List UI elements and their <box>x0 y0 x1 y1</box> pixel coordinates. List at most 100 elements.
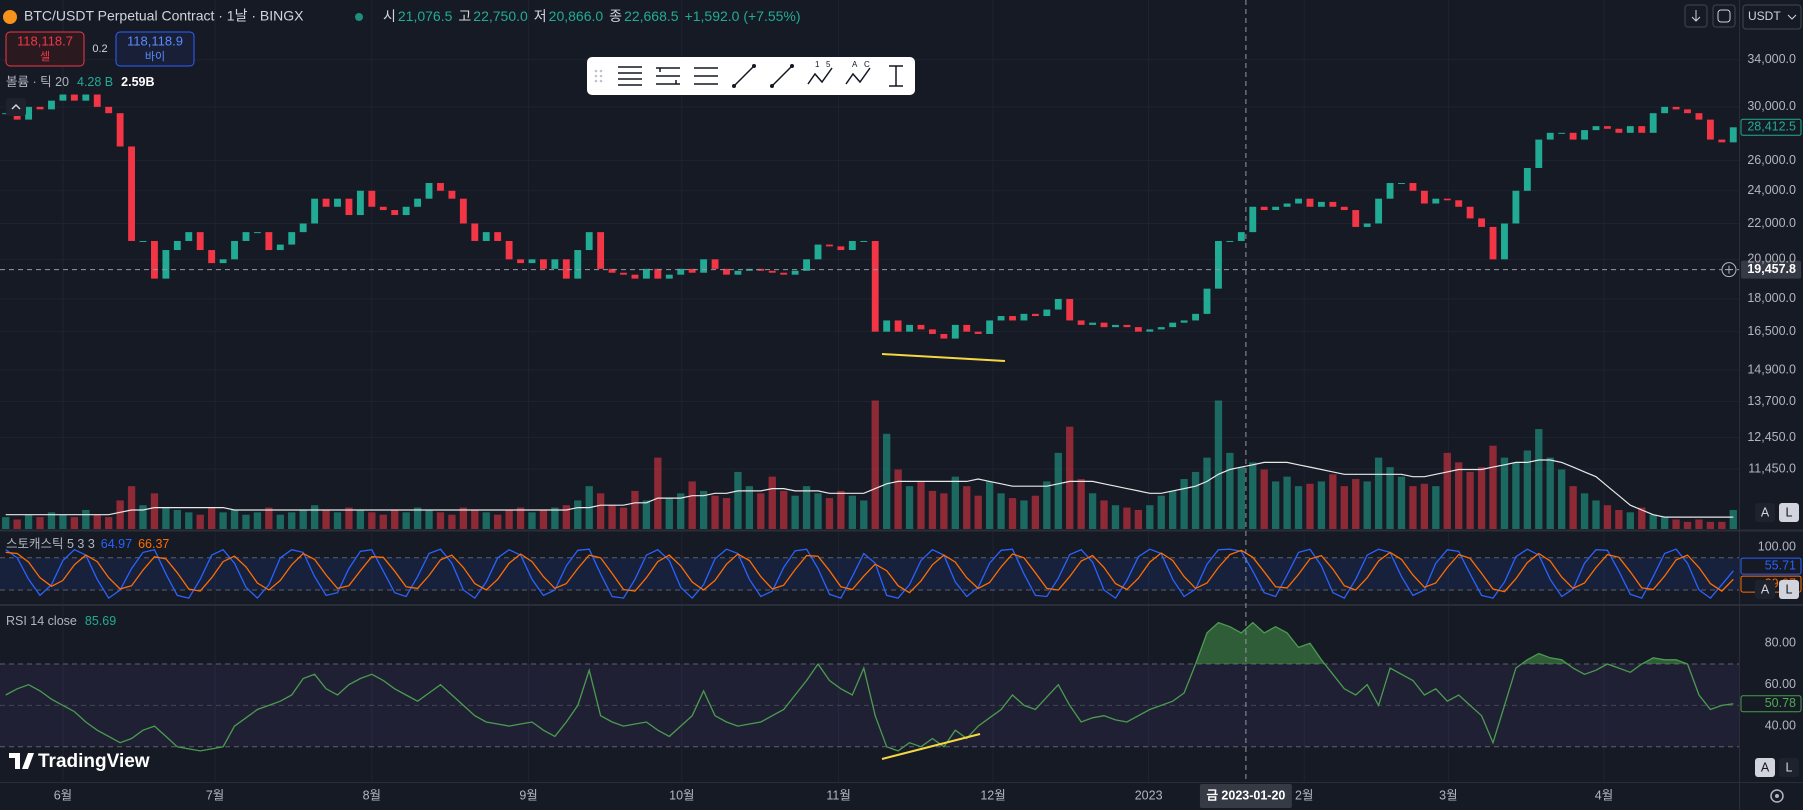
candle <box>517 259 524 264</box>
buy-button[interactable] <box>115 31 195 67</box>
volume-bar <box>70 517 79 529</box>
legend-value: 4.28 B <box>77 75 113 89</box>
axes: 6월 7월 8월 9월 10월 11월 12월 2023 2월 3월 4월 34,000.0 30,00… <box>54 52 1802 802</box>
volume-bar <box>802 486 811 529</box>
tool-icon[interactable] <box>656 67 680 85</box>
market-status <box>355 13 363 21</box>
volume-bar <box>1592 500 1600 529</box>
volume-bar <box>928 490 937 529</box>
candle <box>1386 183 1394 199</box>
volume-bar <box>745 486 754 529</box>
volume-bar <box>1008 498 1017 529</box>
volume-bar <box>1031 495 1040 529</box>
refresh-button[interactable] <box>1712 4 1736 28</box>
candle <box>1569 132 1577 140</box>
y-tick-label: 11,450.0 <box>1748 461 1796 475</box>
candle <box>1306 198 1314 207</box>
trend-line[interactable] <box>881 733 981 760</box>
candle <box>1100 322 1108 328</box>
volume-bar <box>1615 509 1623 529</box>
tool-icon[interactable] <box>889 65 903 87</box>
volume-bar <box>1191 471 1200 529</box>
candle <box>448 190 456 199</box>
tool-icon[interactable] <box>807 67 833 85</box>
candle <box>654 268 662 279</box>
volume-bar <box>299 509 307 529</box>
candle <box>1420 190 1428 204</box>
volume-bar <box>562 505 570 529</box>
volume-bar <box>1020 500 1028 529</box>
candle <box>1180 320 1188 323</box>
volume-ma <box>5 459 1734 518</box>
trend-line[interactable] <box>881 353 1006 362</box>
log-button[interactable] <box>1779 503 1799 522</box>
candle <box>814 244 822 260</box>
volume-bar <box>574 500 582 529</box>
candle <box>1146 329 1154 332</box>
auto-button[interactable] <box>1755 580 1775 599</box>
candle <box>299 223 307 233</box>
candle <box>1638 126 1646 133</box>
tool-icon[interactable] <box>733 65 755 87</box>
candle <box>562 259 570 279</box>
symbol-title[interactable]: BTC/USDT Perpetual Contract · 1날 · BINGX <box>24 8 304 24</box>
volume-bar <box>1157 495 1165 529</box>
volume-bar <box>207 507 216 529</box>
volume-bar <box>185 512 193 529</box>
x-tick-label: 8월 <box>363 788 381 802</box>
ohlc-change: +1,592.0 (+7.55%) <box>685 8 801 24</box>
volume-bar <box>471 509 479 529</box>
tool-icon[interactable] <box>845 67 871 85</box>
tool-icon[interactable] <box>771 65 793 87</box>
volume-bar <box>539 509 548 529</box>
volume-bar <box>1443 452 1451 529</box>
volume-bar <box>1203 457 1211 529</box>
candle <box>1020 313 1028 321</box>
volume-bar <box>997 493 1005 529</box>
candle <box>379 206 387 211</box>
log-button[interactable] <box>1779 758 1799 777</box>
candle <box>196 232 204 251</box>
candle <box>1340 206 1348 211</box>
volume-bar <box>482 512 490 529</box>
ohlc-key: 시 <box>383 8 396 24</box>
log-button[interactable] <box>1779 580 1799 599</box>
volume-bar <box>1386 467 1394 529</box>
candle <box>402 206 410 216</box>
currency-select[interactable] <box>1742 4 1802 30</box>
log-label: L <box>1786 582 1793 596</box>
volume-bar <box>24 514 33 529</box>
y-tick-label: 12,450.0 <box>1747 430 1796 444</box>
candle <box>780 272 788 275</box>
candle <box>1718 139 1726 143</box>
collapse-button[interactable] <box>6 98 26 116</box>
candle <box>459 198 467 224</box>
volume-bar <box>356 509 365 529</box>
y-tick-label: 80.00 <box>1765 636 1796 650</box>
sell-button[interactable] <box>5 31 85 67</box>
tool-icon[interactable] <box>618 66 642 86</box>
candle <box>1317 201 1325 207</box>
volume-bar <box>619 507 628 529</box>
settings-button[interactable] <box>1770 789 1784 803</box>
volume-bar <box>722 498 731 529</box>
sell-label: 셀 <box>40 50 50 63</box>
candle <box>642 268 650 279</box>
candle <box>414 198 422 207</box>
y-tick-label: 18,000.0 <box>1747 291 1796 305</box>
candle <box>917 324 925 330</box>
buy-price: 118,118.9 <box>127 33 183 48</box>
volume-bar <box>310 505 319 529</box>
auto-button[interactable] <box>1755 758 1775 777</box>
auto-button[interactable] <box>1755 503 1775 522</box>
add-alert-icon <box>1725 265 1733 274</box>
volume-bar <box>1088 493 1097 529</box>
volume-bar <box>688 481 696 529</box>
settings-icon <box>1775 794 1779 798</box>
tool-icon[interactable] <box>694 67 718 85</box>
volume-bar <box>196 514 204 529</box>
crosshair-date-label: 금 2023-01-20 <box>1206 788 1285 802</box>
